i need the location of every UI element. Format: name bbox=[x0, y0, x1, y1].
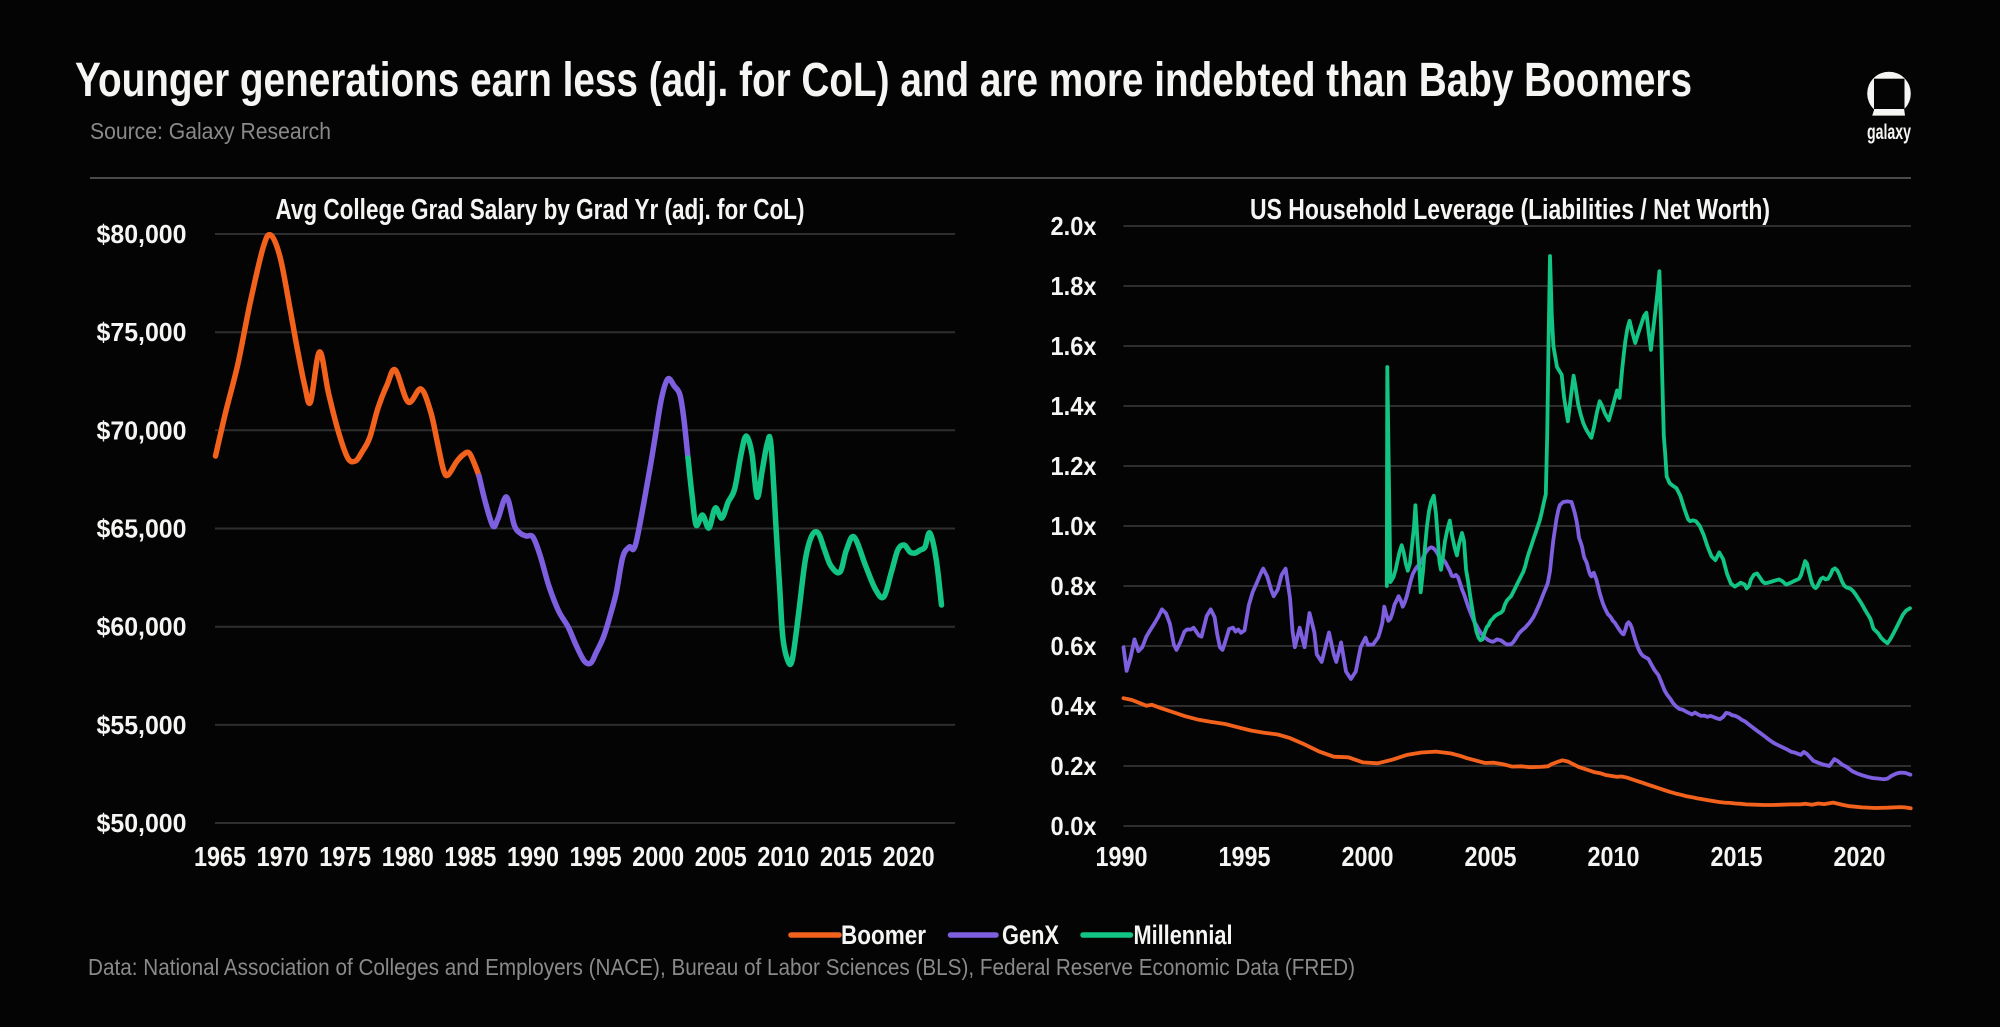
svg-text:1.4x: 1.4x bbox=[1051, 391, 1097, 421]
svg-text:$70,000: $70,000 bbox=[97, 415, 187, 445]
svg-text:1975: 1975 bbox=[319, 841, 371, 872]
svg-text:Source: Galaxy Research: Source: Galaxy Research bbox=[90, 118, 331, 144]
svg-text:0.4x: 0.4x bbox=[1051, 691, 1097, 721]
svg-text:1995: 1995 bbox=[1219, 841, 1271, 872]
svg-text:1985: 1985 bbox=[444, 841, 496, 872]
svg-text:2005: 2005 bbox=[695, 841, 747, 872]
svg-text:GenX: GenX bbox=[1002, 920, 1059, 950]
svg-text:0.0x: 0.0x bbox=[1051, 811, 1097, 841]
svg-text:0.2x: 0.2x bbox=[1051, 751, 1097, 781]
svg-text:2010: 2010 bbox=[1588, 841, 1640, 872]
svg-text:0.6x: 0.6x bbox=[1051, 631, 1097, 661]
svg-text:1.2x: 1.2x bbox=[1051, 451, 1097, 481]
svg-text:2015: 2015 bbox=[1711, 841, 1763, 872]
svg-text:2005: 2005 bbox=[1465, 841, 1517, 872]
svg-text:Younger generations earn less: Younger generations earn less (adj. for … bbox=[75, 54, 1692, 107]
svg-text:1995: 1995 bbox=[570, 841, 622, 872]
svg-text:1990: 1990 bbox=[507, 841, 559, 872]
svg-text:galaxy: galaxy bbox=[1867, 121, 1911, 144]
svg-text:$55,000: $55,000 bbox=[97, 710, 187, 740]
svg-text:2000: 2000 bbox=[1342, 841, 1394, 872]
svg-text:0.8x: 0.8x bbox=[1051, 571, 1097, 601]
svg-text:Avg College Grad Salary by Gra: Avg College Grad Salary by Grad Yr (adj.… bbox=[276, 194, 805, 226]
svg-text:1.8x: 1.8x bbox=[1051, 271, 1097, 301]
svg-text:1965: 1965 bbox=[194, 841, 246, 872]
svg-text:$50,000: $50,000 bbox=[97, 808, 187, 838]
svg-text:2020: 2020 bbox=[1834, 841, 1886, 872]
svg-text:US Household Leverage (Liabili: US Household Leverage (Liabilities / Net… bbox=[1250, 194, 1770, 226]
svg-text:$80,000: $80,000 bbox=[97, 219, 187, 249]
svg-text:Boomer: Boomer bbox=[841, 920, 926, 950]
svg-text:$65,000: $65,000 bbox=[97, 514, 187, 544]
svg-text:1.0x: 1.0x bbox=[1051, 511, 1097, 541]
svg-text:Data: National Association of: Data: National Association of Colleges a… bbox=[88, 954, 1355, 980]
svg-text:2020: 2020 bbox=[883, 841, 935, 872]
svg-text:$60,000: $60,000 bbox=[97, 612, 187, 642]
svg-text:2.0x: 2.0x bbox=[1051, 211, 1097, 241]
svg-text:1.6x: 1.6x bbox=[1051, 331, 1097, 361]
svg-text:2015: 2015 bbox=[820, 841, 872, 872]
svg-text:Millennial: Millennial bbox=[1134, 920, 1233, 950]
svg-text:2000: 2000 bbox=[632, 841, 684, 872]
svg-text:1990: 1990 bbox=[1096, 841, 1148, 872]
svg-text:1970: 1970 bbox=[257, 841, 309, 872]
svg-text:$75,000: $75,000 bbox=[97, 317, 187, 347]
svg-text:2010: 2010 bbox=[757, 841, 809, 872]
svg-text:1980: 1980 bbox=[382, 841, 434, 872]
